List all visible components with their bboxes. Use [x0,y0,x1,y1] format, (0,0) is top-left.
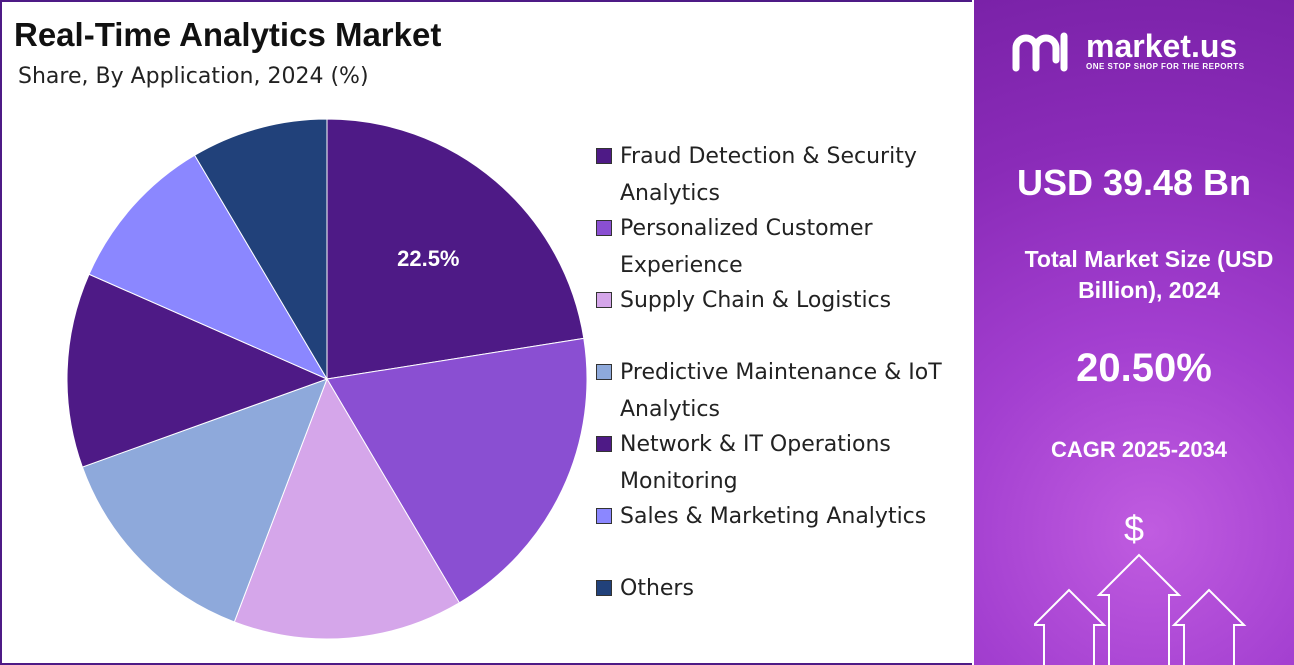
legend-label: Sales & Marketing Analytics [620,504,927,529]
pie-slice [88,154,329,381]
cagr: 20.50% [1076,346,1212,390]
chart-subtitle: Share, By Application, 2024 (%) [18,64,369,89]
tagline: ONE STOP SHOP FOR THE REPORTS [1086,62,1245,71]
pie-slice [326,337,588,604]
pie-slice [193,118,328,381]
legend-swatch [596,292,612,308]
data-label: 22.5% [397,246,459,271]
brand: market.us [1086,28,1238,64]
pie-slice [66,273,329,468]
legend-entry: Sales & Marketing Analytics [596,498,976,570]
brand-logo [1012,32,1068,72]
legend-entry: Supply Chain & Logistics [596,282,976,354]
legend-swatch [596,580,612,596]
pie-slice [81,378,328,623]
legend-swatch [596,508,612,524]
legend-swatch [596,436,612,452]
legend-swatch [596,220,612,236]
legend-label: Fraud Detection & Security Analytics [620,144,917,206]
legend-entry: Personalized Customer Experience [596,210,976,282]
legend-label: Predictive Maintenance & IoT Analytics [620,360,942,422]
legend-entry: Fraud Detection & Security Analytics [596,138,976,210]
growth-arrows [1034,553,1247,665]
summary-panel: market.us ONE STOP SHOP FOR THE REPORTS … [974,0,1294,665]
legend-label: Others [620,576,694,601]
legend-swatch [596,364,612,380]
legend-entry: Others [596,570,976,642]
pie-slice [326,118,585,380]
currency-symbol: $ [1123,508,1145,549]
market-size: USD 39.48 Bn [1016,162,1252,203]
chart-area: 22.5% Real-Time Analytics Market Share, … [0,0,972,665]
pie-slice [233,377,461,640]
pie-chart: 22.5% [66,118,588,640]
legend-label: Supply Chain & Logistics [620,288,892,313]
legend-entry: Network & IT Operations Monitoring [596,426,976,498]
market-size-label: Total Market Size (USD Billion), 2024 [1024,246,1274,303]
chart-title: Real-Time Analytics Market [14,16,442,53]
legend-entry: Predictive Maintenance & IoT Analytics [596,354,976,426]
legend: Fraud Detection & Security Analytics Pers… [596,138,976,642]
legend-label: Personalized Customer Experience [620,216,873,278]
cagr-label: CAGR 2025-2034 [1050,437,1228,462]
legend-label: Network & IT Operations Monitoring [620,432,891,494]
legend-swatch [596,148,612,164]
